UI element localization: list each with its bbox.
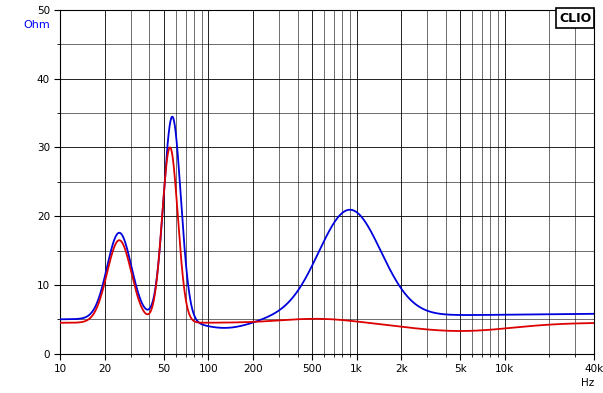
Text: Hz: Hz [581,378,594,388]
Text: CLIO: CLIO [559,11,592,24]
Text: Ohm: Ohm [23,20,49,30]
